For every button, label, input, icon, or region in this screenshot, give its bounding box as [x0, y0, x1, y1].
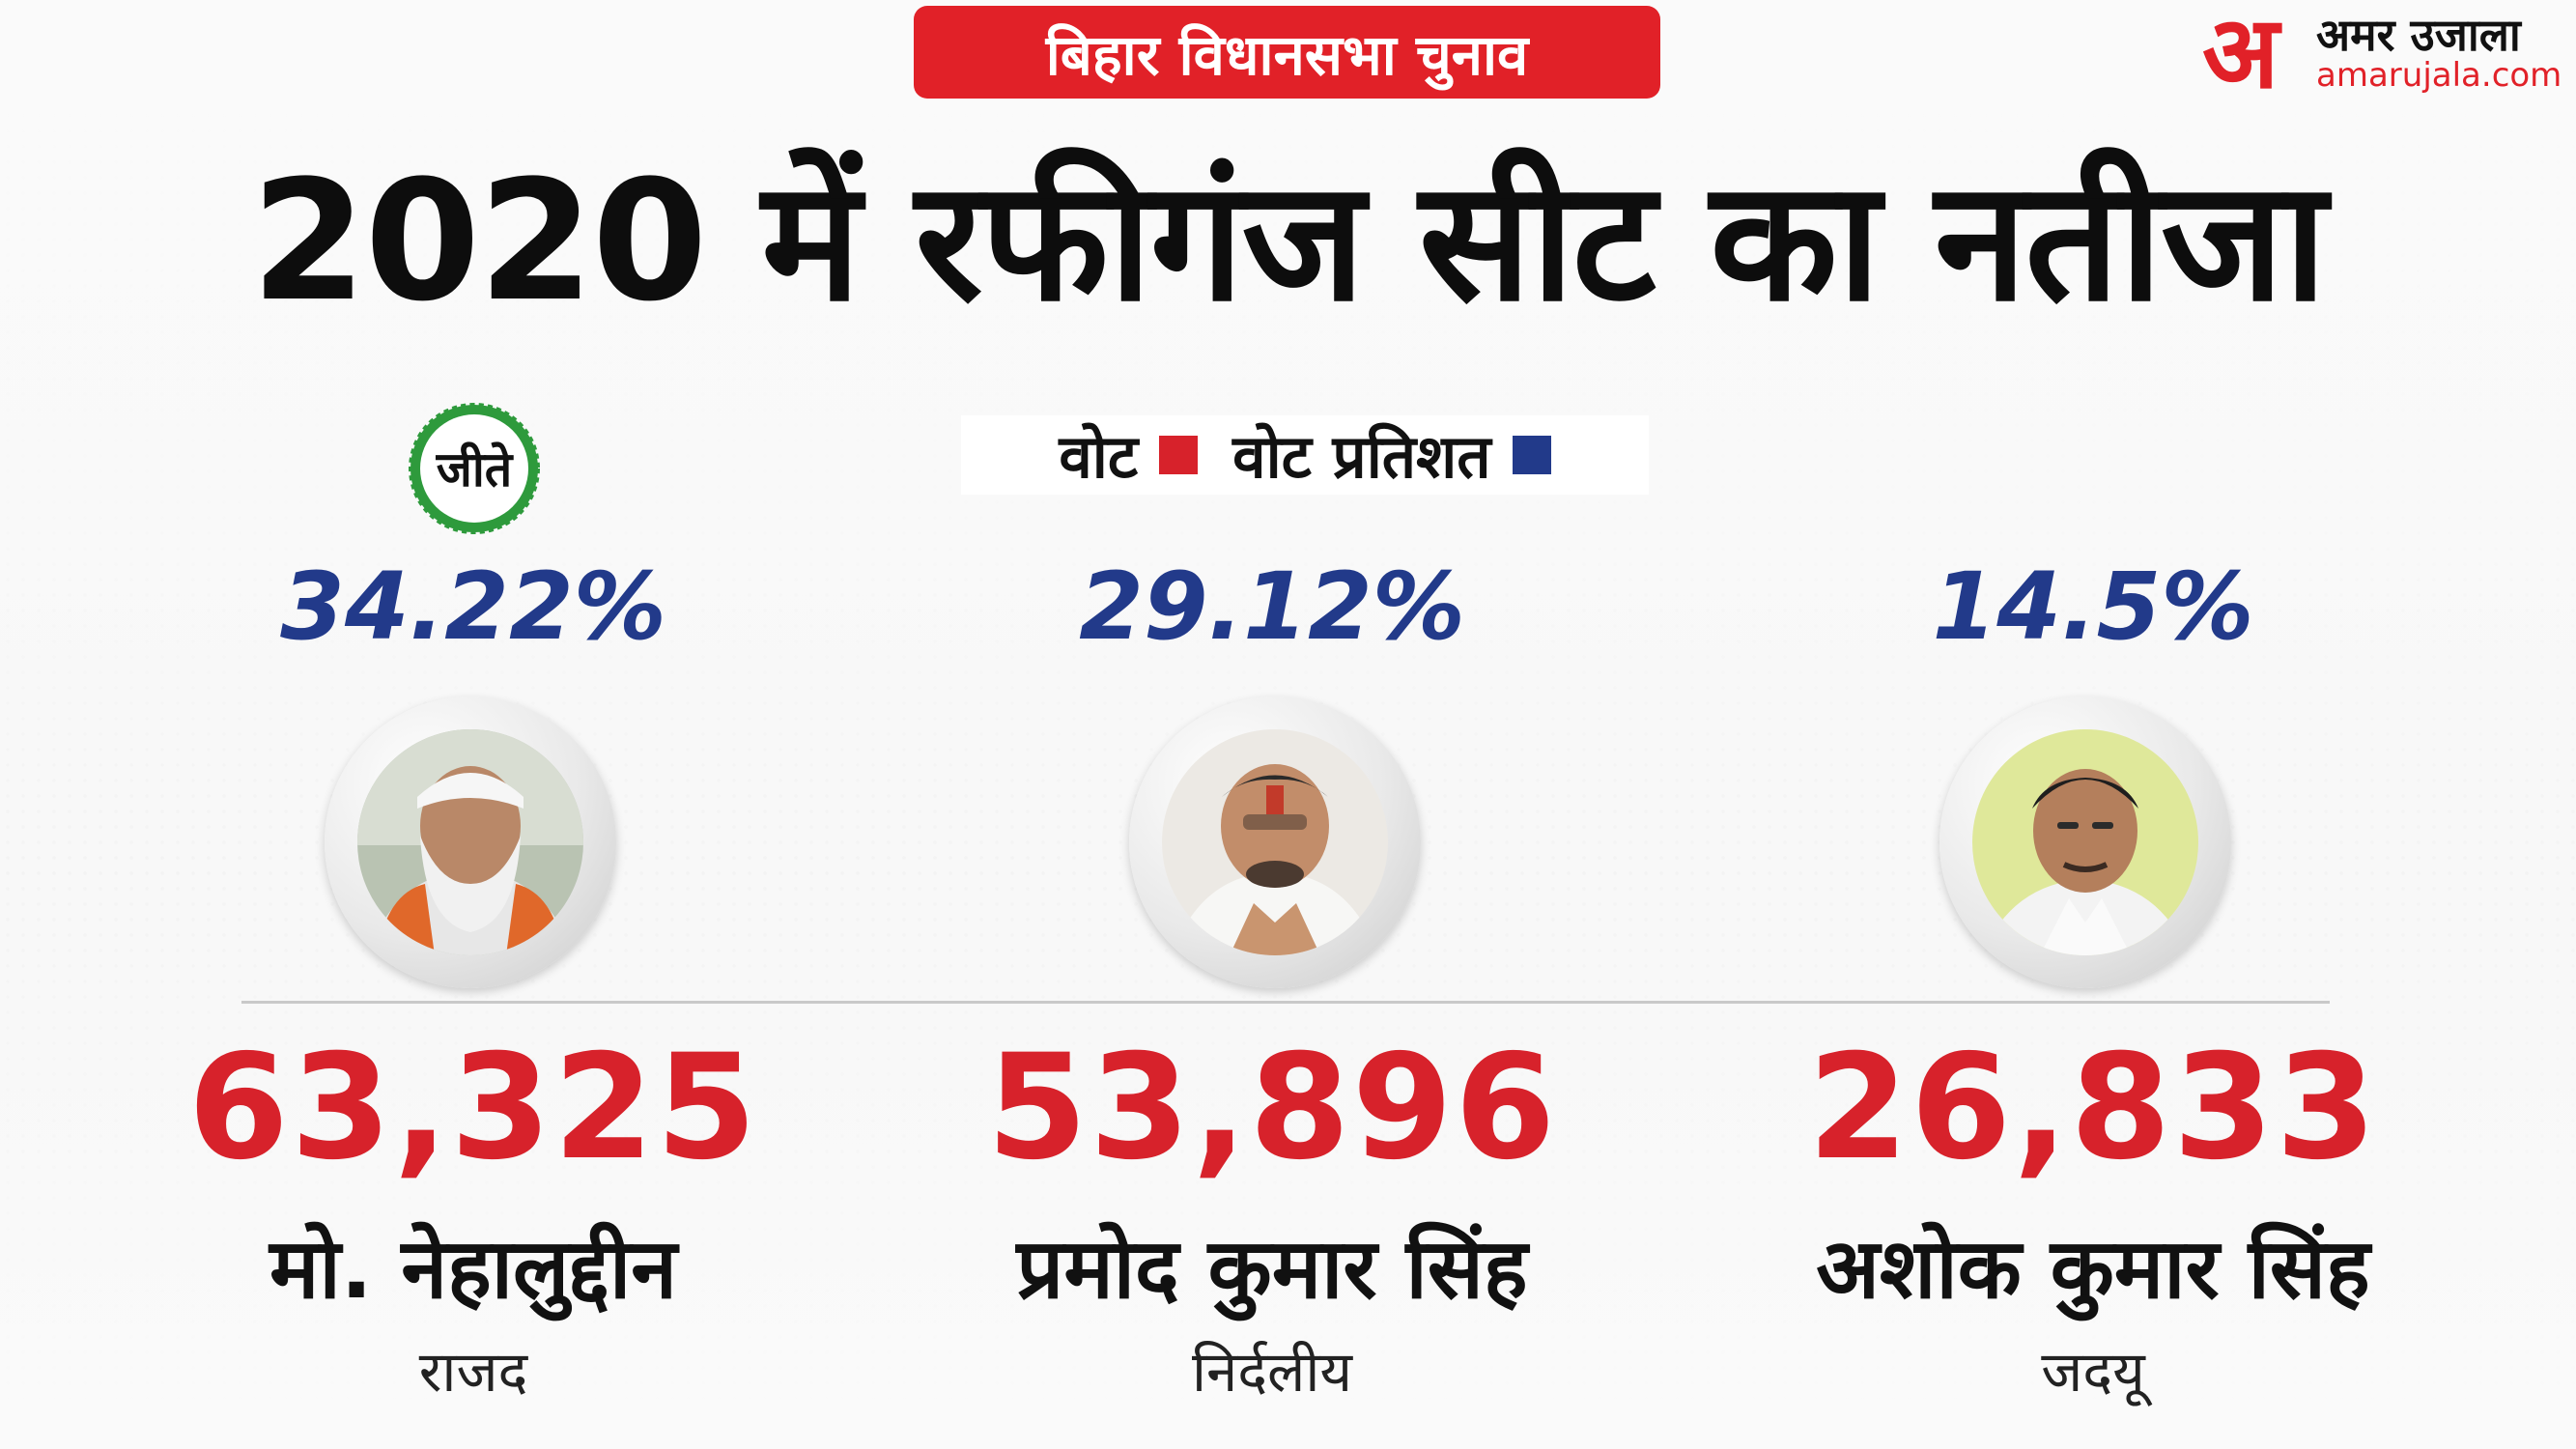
- candidate-1-photo-frame: [325, 696, 616, 988]
- legend-percent-label: वोट प्रतिशत: [1232, 421, 1491, 492]
- winner-label: जीते: [436, 441, 513, 497]
- candidate-2-party: निर्दलीय: [1192, 1339, 1352, 1405]
- page-title: 2020 में रफीगंज सीट का नतीजा: [250, 144, 2327, 338]
- logo-name-hindi: अमर उजाला: [2316, 9, 2521, 61]
- logo-mark: अ: [2202, 0, 2279, 111]
- candidate-2-photo-frame: [1129, 696, 1421, 988]
- divider-line: [241, 1001, 2330, 1004]
- candidate-1-votes: 63,325: [187, 1024, 759, 1192]
- legend: वोट वोट प्रतिशत: [961, 415, 1649, 495]
- candidate-1-percent: 34.22%: [280, 553, 666, 661]
- candidate-1-name: मो. नेहालुद्दीन: [269, 1221, 677, 1318]
- candidate-2-photo: [1162, 729, 1388, 955]
- candidate-3-name: अशोक कुमार सिंह: [1816, 1221, 2370, 1318]
- candidate-1-party: राजद: [418, 1339, 528, 1405]
- legend-votes-swatch: [1159, 436, 1199, 474]
- candidate-2-votes: 53,896: [986, 1024, 1558, 1192]
- candidate-3-votes: 26,833: [1807, 1024, 2379, 1192]
- candidate-3-percent: 14.5%: [1932, 553, 2254, 661]
- candidate-3-party: जदयू: [2041, 1339, 2145, 1405]
- logo-name-english: amarujala.com: [2316, 56, 2562, 95]
- amar-ujala-logo: अ अमर उजाला amarujala.com: [2202, 0, 2576, 108]
- candidate-3-photo-frame: [1939, 696, 2231, 988]
- winner-seal-icon: जीते: [402, 396, 547, 541]
- legend-votes-label: वोट: [1059, 421, 1139, 492]
- candidate-1-photo: [357, 729, 583, 955]
- election-tag: बिहार विधानसभा चुनाव: [914, 6, 1660, 99]
- candidate-2-name: प्रमोद कुमार सिंह: [1016, 1221, 1528, 1318]
- candidate-2-percent: 29.12%: [1079, 553, 1465, 661]
- legend-percent-swatch: [1512, 436, 1551, 474]
- candidate-3-photo: [1972, 729, 2198, 955]
